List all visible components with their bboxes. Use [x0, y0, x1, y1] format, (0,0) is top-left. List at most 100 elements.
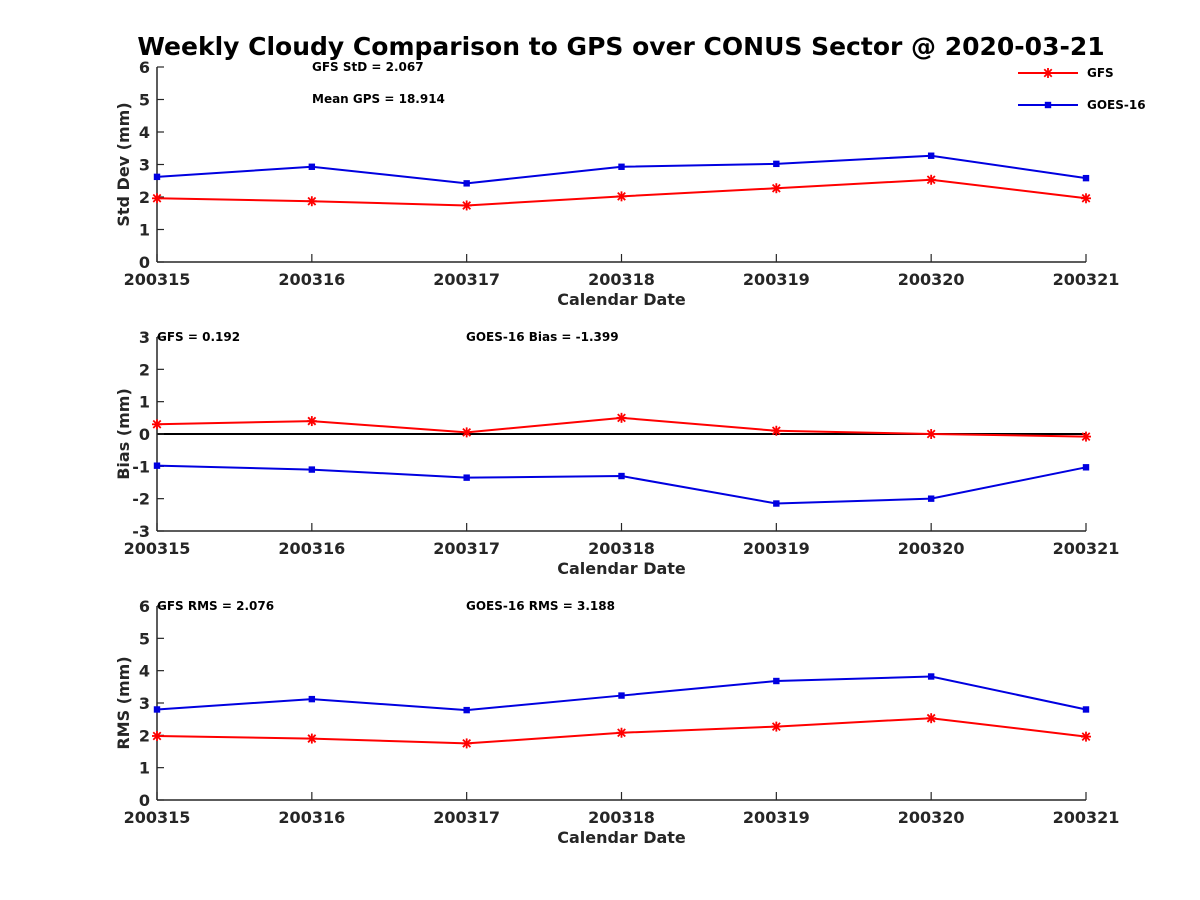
y-tick-label: 1 [139, 221, 150, 240]
x-tick-label: 200317 [433, 270, 500, 289]
x-tick-label: 200316 [278, 808, 345, 827]
y-tick-label: 1 [139, 393, 150, 412]
x-tick-label: 200319 [743, 270, 810, 289]
stat-annotation: GFS = 0.192 [157, 330, 240, 344]
data-point [461, 200, 472, 211]
x-tick-label: 200321 [1053, 808, 1120, 827]
data-point [773, 160, 780, 168]
x-tick-label: 200317 [433, 539, 500, 558]
y-tick-label: 4 [139, 662, 150, 681]
x-tick-label: 200315 [124, 270, 191, 289]
y-tick-label: -1 [132, 457, 150, 476]
data-point [926, 174, 937, 185]
data-point [927, 673, 935, 680]
data-point [616, 191, 627, 202]
y-tick-label: 3 [139, 328, 150, 347]
legend-label: GFS [1087, 66, 1114, 80]
y-axis-label: Bias (mm) [114, 388, 133, 480]
legend-label: GOES-16 [1087, 98, 1146, 112]
panel-3: 0 1 2 3 4 5 6 200315 200316 200317 200318 200319 200… [114, 597, 1119, 847]
x-axis-label: Calendar Date [557, 828, 686, 847]
data-point [771, 183, 782, 194]
x-axis-label: Calendar Date [557, 290, 686, 309]
x-axis-label: Calendar Date [557, 559, 686, 578]
data-point [1081, 731, 1091, 742]
stat-annotation: GOES-16 Bias = -1.399 [466, 330, 619, 344]
y-tick-label: 0 [139, 253, 150, 272]
y-tick-label: 2 [139, 188, 150, 207]
data-point [927, 152, 935, 159]
x-tick-label: 200320 [898, 539, 965, 558]
stat-annotation: GFS StD = 2.067 [312, 60, 424, 74]
data-point [926, 429, 937, 439]
y-tick-label: 0 [139, 791, 150, 810]
data-point [463, 706, 470, 714]
data-point [152, 193, 162, 204]
series-gfs [152, 713, 1091, 749]
y-tick-label: 2 [139, 360, 150, 379]
y-tick-label: 6 [139, 597, 150, 616]
data-point [616, 412, 627, 423]
data-point [152, 730, 162, 741]
y-tick-label: -3 [132, 522, 150, 541]
y-tick-label: 0 [139, 425, 150, 444]
chart-title: Weekly Cloudy Comparison to GPS over CON… [137, 32, 1104, 61]
data-point [1082, 706, 1090, 713]
data-point [153, 706, 161, 713]
data-point [306, 196, 317, 207]
data-point [153, 173, 161, 181]
series-goes-16 [153, 152, 1090, 187]
y-tick-label: 3 [139, 694, 150, 713]
data-point [618, 163, 625, 170]
x-tick-label: 200315 [124, 808, 191, 827]
y-tick-label: 1 [139, 759, 150, 778]
data-point [152, 419, 162, 430]
data-point [306, 733, 317, 744]
data-point [1081, 431, 1091, 442]
x-tick-label: 200319 [743, 539, 810, 558]
x-tick-label: 200315 [124, 539, 191, 558]
data-point [153, 462, 161, 469]
y-tick-label: 3 [139, 156, 150, 175]
data-point [618, 472, 625, 480]
data-point [1082, 174, 1090, 182]
x-tick-label: 200318 [588, 539, 655, 558]
y-tick-label: 5 [139, 629, 150, 648]
y-tick-label: 5 [139, 91, 150, 110]
data-point [308, 466, 316, 473]
legend-entry-goes-16: GOES-16 [1018, 98, 1146, 112]
legend-entry-gfs: GFS [1018, 66, 1114, 80]
x-tick-label: 200316 [278, 270, 345, 289]
x-tick-label: 200317 [433, 808, 500, 827]
stat-annotation: GFS RMS = 2.076 [157, 599, 274, 613]
series-goes-16 [153, 462, 1090, 507]
y-axis-label: Std Dev (mm) [114, 102, 133, 226]
series-goes-16 [153, 673, 1090, 714]
x-tick-label: 200318 [588, 270, 655, 289]
x-tick-label: 200320 [898, 270, 965, 289]
x-tick-label: 200320 [898, 808, 965, 827]
stat-annotation: Mean GPS = 18.914 [312, 92, 445, 106]
x-tick-label: 200318 [588, 808, 655, 827]
data-point [926, 713, 937, 724]
legend-marker [1044, 101, 1052, 109]
data-point [306, 416, 317, 427]
x-tick-label: 200316 [278, 539, 345, 558]
series-gfs [152, 412, 1091, 442]
y-axis-label: RMS (mm) [114, 656, 133, 749]
data-point [773, 677, 780, 685]
data-point [308, 163, 316, 170]
stat-annotation: GOES-16 RMS = 3.188 [466, 599, 615, 613]
data-point [1082, 464, 1090, 471]
y-tick-label: 4 [139, 123, 150, 142]
x-tick-label: 200321 [1053, 270, 1120, 289]
data-point [771, 425, 782, 436]
y-tick-label: -2 [132, 490, 150, 509]
data-point [461, 427, 472, 438]
legend: GFS GOES-16 [1018, 66, 1146, 112]
panel-1: 0 1 2 3 4 5 6 200315 200316 200317 200318 200319 200… [114, 58, 1119, 309]
y-tick-label: 2 [139, 726, 150, 745]
data-point [618, 692, 625, 699]
